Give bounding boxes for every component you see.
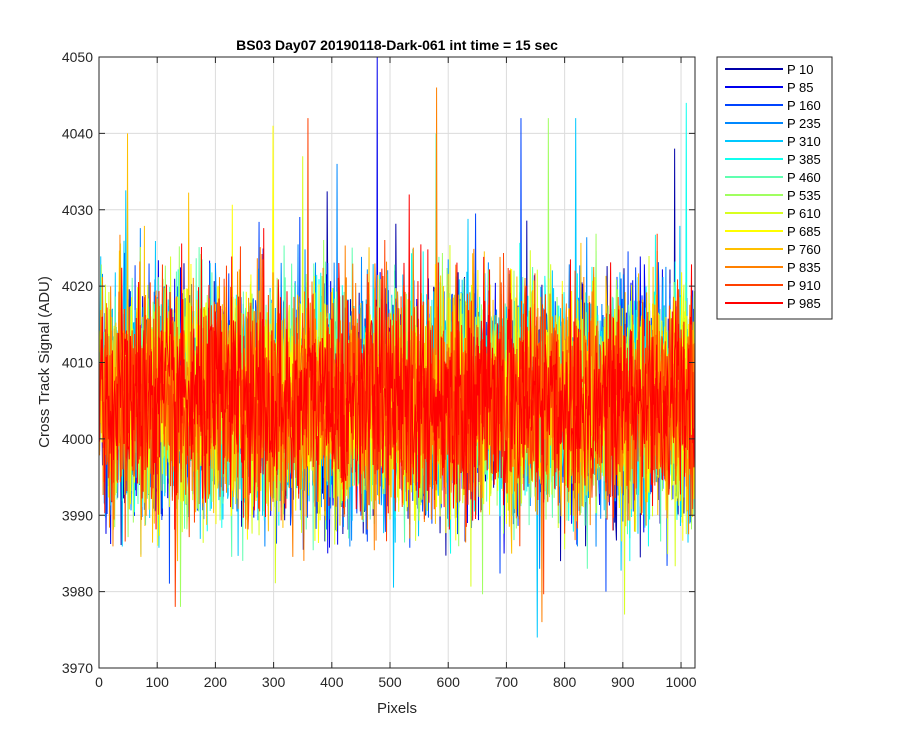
x-tick-label: 900 [611,674,635,690]
y-axis-label: Cross Track Signal (ADU) [36,276,53,448]
legend-entry-label: P 85 [787,80,814,95]
legend-entry-label: P 760 [787,242,821,257]
series-layer [99,57,695,638]
x-tick-label: 0 [95,674,103,690]
x-tick-label: 700 [495,674,519,690]
y-tick-label: 3990 [62,507,93,523]
chart-title: BS03 Day07 20190118-Dark-061 int time = … [236,37,558,53]
legend: P 10 P 85 P 160 P 235 P 310 P 385 P 460 P 535 P … [716,56,833,320]
legend-entry-label: P 835 [787,260,821,275]
x-tick-label: 800 [553,674,577,690]
y-tick-label: 4050 [62,49,93,65]
legend-box [716,56,833,320]
y-tick-label: 4000 [62,431,93,447]
x-tick-label: 500 [378,674,402,690]
x-tick-label: 1000 [665,674,696,690]
legend-entry-label: P 10 [787,62,814,77]
legend-entry-label: P 310 [787,134,821,149]
legend-entry-label: P 985 [787,296,821,311]
legend-entry-label: P 385 [787,152,821,167]
x-tick-label: 400 [320,674,344,690]
legend-entry-label: P 610 [787,206,821,221]
tick-layer: 0 100 200 300 400 500 600 700 800 900 1000 3970 3980… [62,49,697,690]
legend-entry-label: P 535 [787,188,821,203]
series-line-p985 [99,194,695,531]
y-tick-label: 4030 [62,202,93,218]
y-tick-label: 4040 [62,125,93,141]
x-tick-label: 300 [262,674,286,690]
x-axis-label: Pixels [377,700,417,717]
legend-entry-label: P 460 [787,170,821,185]
y-tick-label: 3970 [62,660,93,676]
legend-entry-label: P 685 [787,224,821,239]
x-tick-label: 100 [146,674,170,690]
legend-entry-label: P 910 [787,278,821,293]
x-tick-label: 600 [437,674,461,690]
y-tick-label: 4020 [62,278,93,294]
y-tick-label: 4010 [62,355,93,371]
legend-entry-label: P 235 [787,116,821,131]
legend-entry-label: P 160 [787,98,821,113]
x-tick-label: 200 [204,674,228,690]
y-tick-label: 3980 [62,584,93,600]
